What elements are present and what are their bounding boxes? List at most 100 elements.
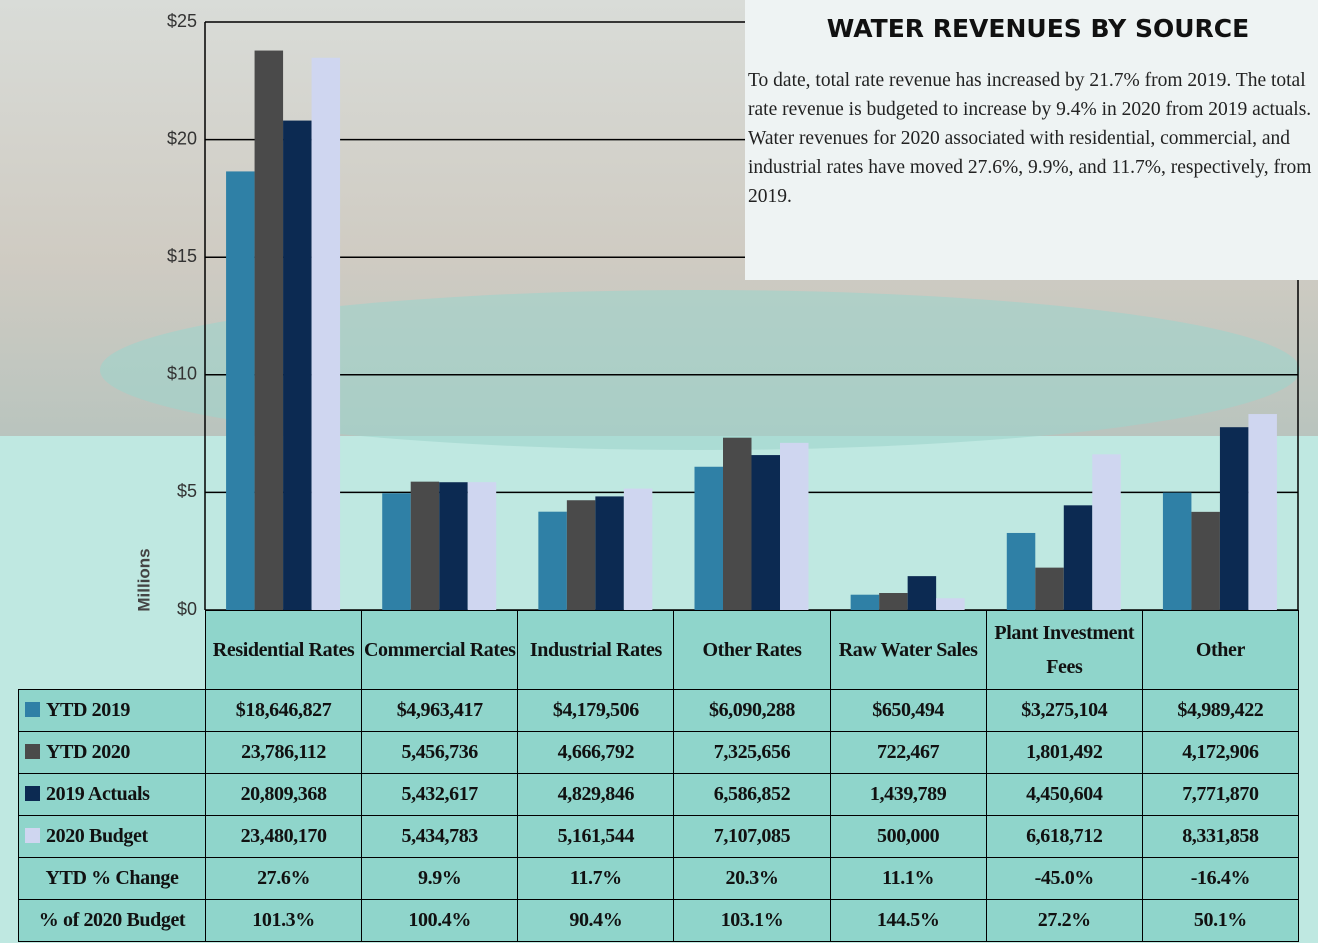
table-value: 20,809,368 (206, 774, 362, 816)
table-value: 5,456,736 (362, 732, 518, 774)
table-value: 27.6% (206, 858, 362, 900)
table-value: 23,480,170 (206, 816, 362, 858)
x-tick-label: Other Rates (674, 611, 830, 690)
table-value: $3,275,104 (986, 690, 1142, 732)
legend-entry: YTD 2020 (19, 732, 206, 774)
bar (851, 595, 880, 610)
x-tick-label: Industrial Rates (518, 611, 674, 690)
bar (1092, 454, 1121, 610)
table-value: 7,325,656 (674, 732, 830, 774)
table-value: 4,450,604 (986, 774, 1142, 816)
table-value: 5,161,544 (518, 816, 674, 858)
bar (255, 51, 283, 610)
bar (723, 438, 752, 610)
table-value: $4,179,506 (518, 690, 674, 732)
table-value: 722,467 (830, 732, 986, 774)
bar (780, 443, 809, 610)
table-value: 101.3% (206, 900, 362, 942)
table-value: 20.3% (674, 858, 830, 900)
legend-swatch (25, 744, 40, 759)
table-value: $4,989,422 (1142, 690, 1298, 732)
x-tick-label: Plant Investment Fees (986, 611, 1142, 690)
table-value: 27.2% (986, 900, 1142, 942)
bar (695, 467, 724, 610)
legend-entry: 2019 Actuals (19, 774, 206, 816)
y-tick-label: $10 (167, 364, 197, 384)
x-tick-label: Residential Rates (206, 611, 362, 690)
bar (411, 482, 440, 610)
table-value: 8,331,858 (1142, 816, 1298, 858)
bar (439, 482, 468, 610)
description: To date, total rate revenue has increase… (748, 66, 1318, 211)
bar (752, 455, 781, 610)
table-value: 1,801,492 (986, 732, 1142, 774)
y-tick-label: $15 (167, 246, 197, 266)
table-value: 7,107,085 (674, 816, 830, 858)
series-row: YTD 2019$18,646,827$4,963,417$4,179,506$… (19, 690, 1299, 732)
row-label: YTD % Change (19, 858, 206, 900)
table-value: 103.1% (674, 900, 830, 942)
y-tick-label: $20 (167, 128, 197, 148)
bar (1007, 533, 1035, 610)
bar (879, 593, 908, 610)
table-value: 144.5% (830, 900, 986, 942)
y-tick-label: $5 (177, 481, 197, 501)
table-value: 5,434,783 (362, 816, 518, 858)
chart-title: WATER REVENUES BY SOURCE (745, 14, 1318, 43)
legend-swatch (25, 702, 40, 717)
bar (595, 496, 624, 610)
legend-entry: 2020 Budget (19, 816, 206, 858)
table-value: 5,432,617 (362, 774, 518, 816)
blank-cell (19, 611, 206, 690)
legend-label: 2019 Actuals (46, 783, 150, 805)
legend-swatch (25, 786, 40, 801)
row-label: % of 2020 Budget (19, 900, 206, 942)
table-value: 4,666,792 (518, 732, 674, 774)
table-value: 6,618,712 (986, 816, 1142, 858)
table-value: 9.9% (362, 858, 518, 900)
table-value: 100.4% (362, 900, 518, 942)
page: Millions $0$5$10$15$20$25 WATER REVENUES… (0, 0, 1318, 943)
table-value: 11.7% (518, 858, 674, 900)
table-value: 4,829,846 (518, 774, 674, 816)
x-tick-label: Raw Water Sales (830, 611, 986, 690)
bar (226, 171, 255, 610)
table-value: -16.4% (1142, 858, 1298, 900)
table-value: $6,090,288 (674, 690, 830, 732)
text-box: WATER REVENUES BY SOURCE To date, total … (745, 0, 1318, 280)
table-value: $650,494 (830, 690, 986, 732)
table-value: 23,786,112 (206, 732, 362, 774)
legend-label: YTD 2020 (46, 741, 130, 763)
bar (567, 500, 596, 610)
table-value: $18,646,827 (206, 690, 362, 732)
bar (1220, 427, 1249, 610)
bar (538, 512, 567, 610)
table-value: 500,000 (830, 816, 986, 858)
y-tick-label: $25 (167, 11, 197, 31)
table-value: 4,172,906 (1142, 732, 1298, 774)
legend-swatch (25, 828, 40, 843)
bar (936, 598, 965, 610)
table-value: 7,771,870 (1142, 774, 1298, 816)
x-tick-label: Commercial Rates (362, 611, 518, 690)
legend-entry: YTD 2019 (19, 690, 206, 732)
bar (283, 121, 312, 610)
table-value: 50.1% (1142, 900, 1298, 942)
bar (1163, 493, 1192, 610)
x-tick-label: Other (1142, 611, 1298, 690)
bar (1248, 414, 1277, 610)
table-value: 90.4% (518, 900, 674, 942)
bar (1191, 512, 1220, 610)
table-value: $4,963,417 (362, 690, 518, 732)
y-axis-title: Millions (134, 548, 153, 611)
bar (382, 493, 411, 610)
bar (624, 489, 653, 610)
bar (1064, 505, 1093, 610)
bar (1035, 568, 1064, 610)
bar (312, 58, 341, 610)
